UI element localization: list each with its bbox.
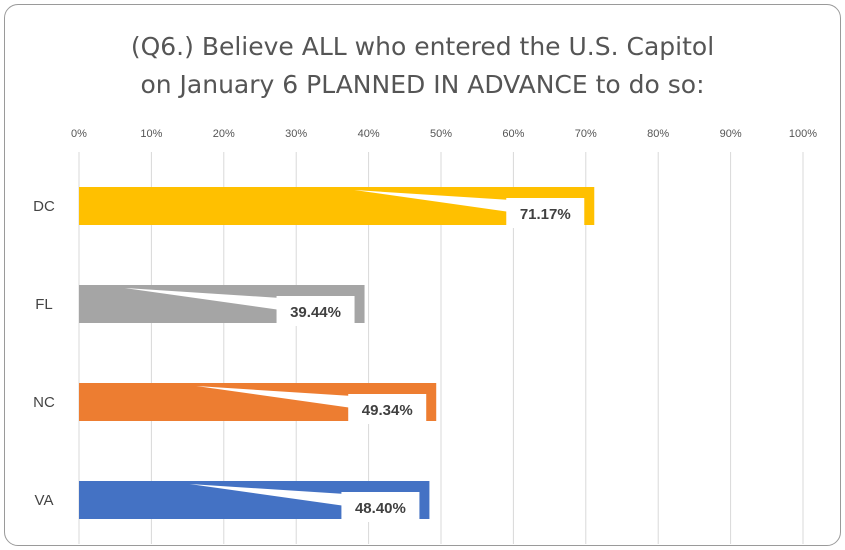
x-tick-label: 70% bbox=[575, 128, 597, 140]
category-label-nc: NC bbox=[33, 394, 55, 411]
x-tick-label: 80% bbox=[647, 128, 669, 140]
x-tick-label: 60% bbox=[502, 128, 524, 140]
x-axis-ticks: 0% 10% 20% 30% 40% 50% 60% 70% 80% 90% 100% bbox=[71, 128, 817, 140]
chart-title-line-1: (Q6.) Believe ALL who entered the U.S. C… bbox=[130, 32, 715, 61]
category-label-dc: DC bbox=[33, 198, 55, 215]
data-label-dc: 71.17% bbox=[520, 206, 571, 223]
data-label-leader-nc bbox=[196, 386, 353, 408]
x-tick-label: 0% bbox=[71, 128, 87, 140]
data-label-box-dc bbox=[506, 198, 585, 228]
data-label-nc: 49.34% bbox=[362, 402, 413, 419]
category-label-fl: FL bbox=[35, 296, 53, 313]
x-tick-label: 40% bbox=[358, 128, 380, 140]
chart-title-line-2: on January 6 PLANNED IN ADVANCE to do so… bbox=[140, 70, 705, 99]
x-tick-label: 10% bbox=[140, 128, 162, 140]
x-tick-label: 30% bbox=[285, 128, 307, 140]
bars bbox=[79, 187, 595, 519]
x-tick-label: 90% bbox=[720, 128, 742, 140]
x-tick-label: 20% bbox=[213, 128, 235, 140]
data-label-va: 48.40% bbox=[355, 500, 406, 517]
category-label-va: VA bbox=[35, 492, 54, 509]
data-label-leader-va bbox=[189, 484, 346, 506]
data-labels: 71.17% 39.44% 49.34% 48.40% bbox=[124, 190, 585, 522]
x-tick-label: 100% bbox=[789, 128, 817, 140]
data-label-box-nc bbox=[348, 394, 427, 424]
data-label-box-fl bbox=[276, 296, 355, 326]
data-label-fl: 39.44% bbox=[290, 304, 341, 321]
data-label-box-va bbox=[341, 492, 420, 522]
category-labels: DC FL NC VA bbox=[33, 198, 55, 509]
chart-frame bbox=[4, 4, 841, 546]
data-label-leader-dc bbox=[354, 190, 511, 212]
chart-title: (Q6.) Believe ALL who entered the U.S. C… bbox=[0, 28, 845, 104]
x-tick-label: 50% bbox=[430, 128, 452, 140]
data-label-leader-fl bbox=[124, 288, 281, 310]
